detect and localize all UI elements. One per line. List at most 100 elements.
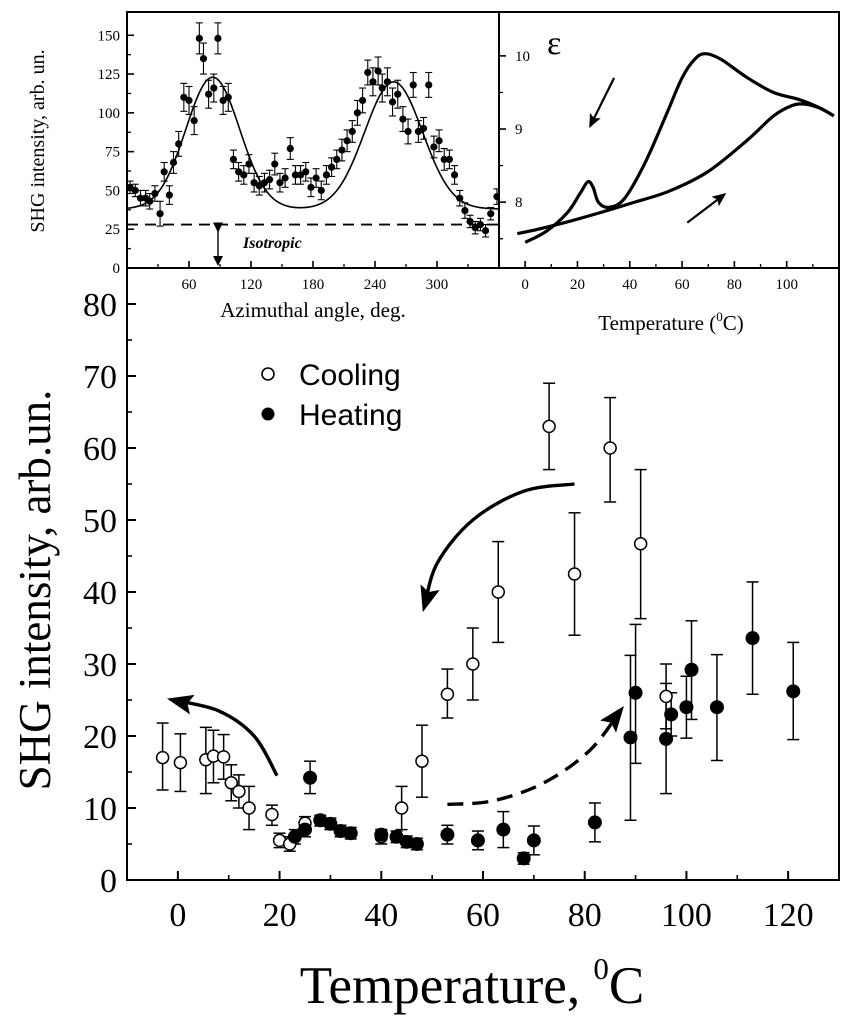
az-x-tick-label: 300 [426,277,449,293]
az-y-tick-label: 25 [105,222,120,238]
eps-y-tick-label: 8 [515,195,523,211]
cooling-trend-arrow [420,482,575,613]
heating-point [659,731,674,746]
az-data-point [461,206,469,215]
main-y-tick-label: 40 [83,575,117,612]
az-data-point [156,210,164,218]
inset-azimuthal-x-label: Azimuthal angle, deg. [220,298,405,322]
az-data-point [414,127,422,136]
az-data-point [195,34,203,42]
az-y-tick-label: 100 [98,106,121,122]
permittivity-heating-curve [516,102,835,236]
heating-point [374,827,389,842]
main-y-tick-label: 80 [83,287,117,324]
az-data-point [160,168,168,176]
main-x-tick-label: 20 [263,897,297,934]
az-data-point [214,34,222,42]
eps-x-tick-label: 80 [727,277,742,293]
cooling-point [542,419,556,434]
main-y-tick-label: 10 [83,791,117,828]
az-data-point [399,115,407,123]
az-data-point [131,186,139,195]
main-x-tick-label: 100 [661,897,712,934]
eps-cooling-arrow [589,77,616,129]
az-data-point [487,210,495,218]
main-y-tick-label: 60 [83,431,117,468]
heating-point [709,700,724,715]
az-y-tick-label: 150 [98,28,121,44]
az-data-point [440,155,448,163]
main-y-tick-label: 30 [83,647,117,684]
cooling-trend-arrow [166,694,279,777]
cooling-point [394,801,409,815]
legend-label-heating: Heating [299,399,402,432]
az-data-point [378,84,386,92]
az-data-point [205,90,213,98]
az-data-point [333,155,341,163]
eps-x-tick-label: 100 [775,277,798,293]
heating-point [679,700,694,715]
az-data-point [353,109,362,117]
main-x-tick-label: 0 [169,897,186,934]
cooling-point [466,657,480,671]
az-y-tick-label: 75 [105,145,120,161]
az-data-point [430,143,438,151]
az-data-point [394,90,402,98]
az-data-point [419,124,428,132]
heating-point [343,826,358,841]
az-data-point [271,160,279,168]
eps-x-tick-label: 40 [622,277,637,293]
eps-x-tick-label: 0 [521,277,529,293]
az-data-point [286,144,294,153]
azimuthal-fit-curve [126,76,500,210]
az-data-point [151,189,159,198]
az-data-point [359,96,367,105]
main-axis-ticks: 0 20 40 60 80 100 120 0 10 20 30 40 50 60 70 80 [83,287,840,934]
az-data-point [224,93,232,101]
az-data-point [450,171,459,179]
az-data-point [190,117,198,125]
inset-azimuthal-axis-ticks: 60 120 180 240 300 0 25 50 75 100 125 150 [98,28,469,293]
az-data-point [456,194,464,202]
main-y-tick-label: 50 [83,503,117,540]
az-data-point [343,137,351,145]
heating-point [409,837,424,851]
az-y-tick-label: 50 [105,183,120,199]
az-data-point [338,146,346,154]
az-data-point [312,174,320,182]
main-data-points [155,419,801,866]
az-data-point [435,137,443,145]
inset-azimuthal-y-label: SHG intensity, arb. un. [27,49,49,232]
cooling-point [491,585,506,599]
az-data-point [210,84,218,92]
main-x-tick-label: 60 [466,897,500,934]
main-error-bars [156,382,800,865]
az-data-point [291,171,300,179]
az-data-point [245,160,253,168]
legend-label-cooling: Cooling [299,359,401,392]
az-data-point [388,98,397,106]
cooling-point [265,807,279,822]
az-data-point [266,175,274,184]
az-data-point [374,67,382,75]
eps-y-tick-label: 9 [515,122,523,138]
legend-marker-cooling [261,367,275,381]
cooling-point [155,750,170,765]
az-x-tick-label: 240 [364,277,387,293]
eps-x-tick-label: 20 [570,277,585,293]
heating-point [628,685,643,700]
az-data-point [302,168,310,176]
az-data-point [185,96,193,105]
heating-point [323,816,338,831]
az-data-point [260,179,269,187]
az-y-tick-label: 0 [113,261,121,277]
az-data-point [322,171,331,179]
az-data-point [297,171,305,179]
az-data-point [364,68,372,77]
az-data-point [180,93,188,101]
az-data-point [317,186,325,195]
az-data-point [250,179,258,187]
inset-azimuthal-points [126,34,501,235]
heating-point [684,662,699,677]
